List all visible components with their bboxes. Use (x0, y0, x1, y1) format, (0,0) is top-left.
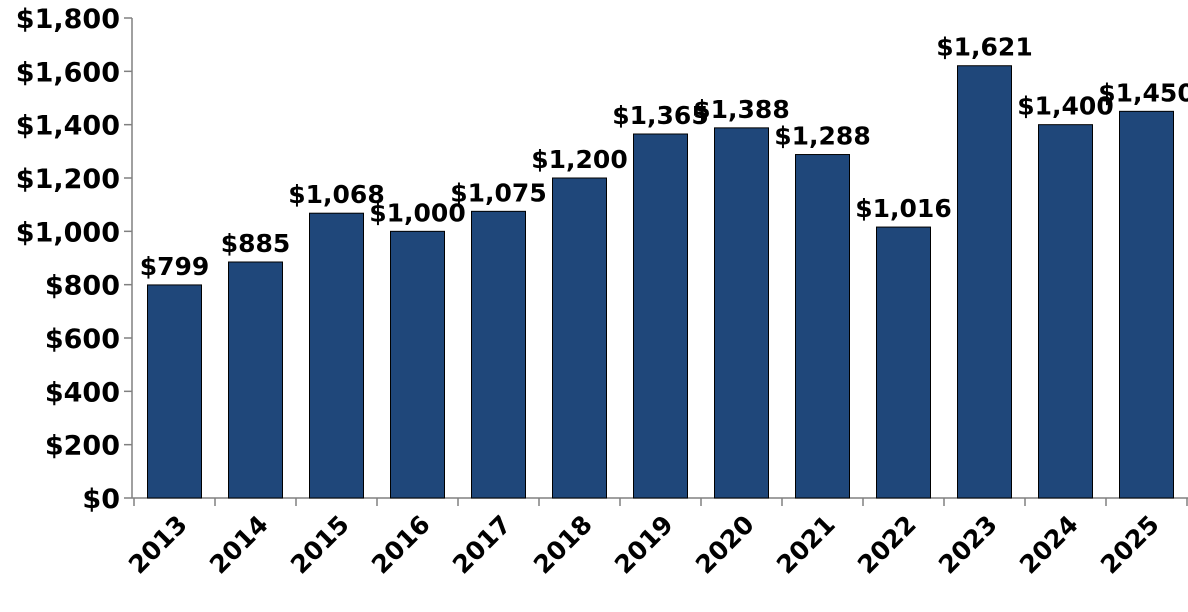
bar-2024 (1038, 124, 1093, 499)
bar-2014 (228, 261, 283, 499)
bar-2015 (309, 212, 364, 499)
bars (147, 65, 1174, 499)
data-label-2014: $885 (221, 229, 291, 258)
x-tick-label-2025: 2025 (1095, 510, 1165, 580)
data-labels: $799$885$1,068$1,000$1,075$1,200$1,365$1… (140, 33, 1188, 281)
data-label-2019: $1,365 (612, 101, 708, 130)
bar-2019 (633, 133, 688, 499)
y-tick-label: $1,200 (16, 164, 120, 195)
y-tick-label: $1,000 (16, 217, 120, 248)
data-label-2025: $1,450 (1098, 78, 1188, 107)
x-tick-label-2023: 2023 (933, 510, 1003, 580)
data-label-2017: $1,075 (450, 178, 546, 207)
y-tick-label: $800 (45, 271, 120, 302)
y-tick-label: $600 (45, 324, 120, 355)
y-tick-label: $200 (45, 431, 120, 462)
bar-2018 (552, 177, 607, 499)
x-tick-label-2015: 2015 (285, 510, 355, 580)
x-tick-label-2013: 2013 (123, 510, 193, 580)
x-tick-label-2019: 2019 (609, 510, 679, 580)
x-tick-label-2017: 2017 (447, 510, 517, 580)
bar-2022 (876, 226, 931, 499)
x-tick-label-2020: 2020 (690, 510, 760, 580)
bar-2025 (1119, 110, 1174, 499)
data-label-2023: $1,621 (936, 33, 1032, 62)
bar-2021 (795, 154, 850, 499)
bar-2020 (714, 127, 769, 499)
x-tick-label-2018: 2018 (528, 510, 598, 580)
y-tick-label: $1,400 (16, 111, 120, 142)
y-tick-label: $0 (82, 484, 120, 515)
data-label-2020: $1,388 (693, 95, 789, 124)
data-label-2022: $1,016 (855, 194, 951, 223)
x-tick-label-2014: 2014 (204, 510, 274, 580)
data-label-2013: $799 (140, 252, 210, 281)
bar-2017 (471, 210, 526, 499)
data-label-2018: $1,200 (531, 145, 627, 174)
y-axis-ticks: $0 $200 $400 $600 $800 $1,000 $1,200 $1,400 $1,6… (16, 4, 132, 515)
bar-2023 (957, 65, 1012, 499)
x-axis-ticks: 2013 2014 2015 2016 2017 2018 2019 2020 2021 2022… (123, 498, 1188, 580)
bar-2016 (390, 230, 445, 499)
x-tick-label-2021: 2021 (771, 510, 841, 580)
data-label-2024: $1,400 (1017, 92, 1113, 121)
data-label-2021: $1,288 (774, 122, 870, 151)
x-tick-label-2024: 2024 (1014, 510, 1084, 580)
data-label-2015: $1,068 (288, 180, 384, 209)
bar-2013 (147, 284, 202, 499)
x-tick-label-2016: 2016 (366, 510, 436, 580)
y-tick-label: $1,600 (16, 57, 120, 88)
x-tick-label-2022: 2022 (852, 510, 922, 580)
data-label-2016: $1,000 (369, 198, 465, 227)
y-tick-label: $400 (45, 377, 120, 408)
y-tick-label: $1,800 (16, 4, 120, 35)
